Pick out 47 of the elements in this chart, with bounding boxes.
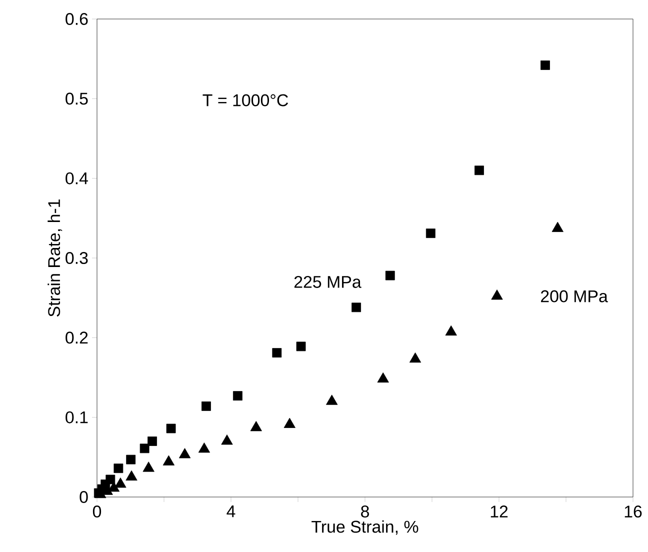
point [552, 222, 564, 232]
y-tick-label: 0.5 [66, 92, 88, 105]
point [272, 348, 282, 358]
point [377, 372, 389, 383]
point [352, 302, 361, 312]
point [284, 418, 296, 428]
point [198, 442, 210, 453]
x-tick-label: 16 [624, 506, 642, 518]
point [250, 420, 262, 432]
point [166, 424, 176, 434]
point [326, 394, 338, 405]
x-tick-label: 12 [490, 506, 508, 518]
point [540, 60, 550, 70]
y-axis-title: Strain Rate, h-1 [48, 200, 62, 317]
x-tick-label: 8 [361, 506, 369, 518]
point [114, 464, 124, 474]
point [114, 478, 126, 488]
point [142, 462, 154, 472]
point [126, 454, 136, 464]
point [162, 455, 175, 466]
point [474, 166, 484, 176]
point [202, 401, 211, 411]
point [148, 436, 157, 446]
x-tick-label: 4 [226, 506, 236, 518]
point [221, 434, 233, 445]
point [409, 352, 422, 363]
point [296, 342, 306, 352]
x-axis-title: True Strain, % [312, 520, 418, 535]
point [140, 444, 150, 454]
point [233, 391, 242, 401]
x-tick-label: 0 [92, 506, 102, 518]
point [106, 474, 116, 484]
y-tick-label: 0.1 [66, 411, 88, 424]
point [445, 325, 457, 336]
y-tick-label: 0.4 [66, 172, 88, 184]
y-tick-label: 0.3 [66, 252, 88, 264]
y-tick-label: 0 [80, 491, 88, 503]
text: 200 MPa [541, 290, 608, 302]
series-label: 225 MPa [294, 276, 362, 288]
point [385, 270, 395, 280]
y-tick-label: 0.6 [66, 12, 88, 25]
point [491, 290, 503, 300]
point [426, 228, 436, 238]
point [178, 448, 191, 458]
annotation: T = 1000°C [202, 94, 288, 106]
point [126, 470, 138, 481]
y-tick-label: 0.2 [66, 332, 88, 344]
